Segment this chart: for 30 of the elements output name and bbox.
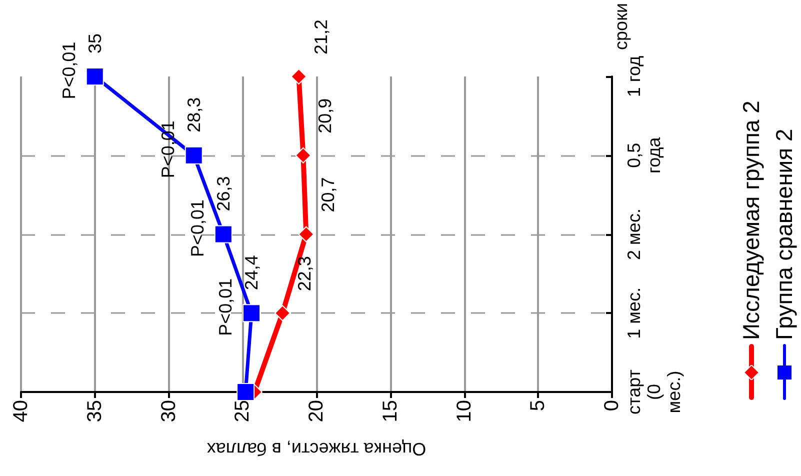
data-label: 22,3 [294,256,315,292]
annotation: P<0,01 [58,42,79,100]
data-label: 21,2 [310,19,331,54]
data-label: 20,9 [315,98,336,134]
x-tick-label: 35 [84,400,106,422]
x-axis-title: Оценка тяжести, в баллах [206,439,426,459]
x-tick-label: 20 [306,400,328,422]
data-label: 24,4 [241,255,262,290]
annotation: P<0,01 [215,278,236,336]
text: Исследуемая группа 2 [738,100,765,340]
x-tick-label: 5 [527,400,550,412]
data-label: 35 [84,33,105,54]
annotation: P<0,01 [187,199,208,258]
y-tick-label: старт (0 мес.) [624,370,684,414]
text: Группа сравнения 2 [771,128,798,340]
x-tick-label: 10 [453,400,476,422]
x-tick-label: 30 [158,400,180,422]
y-axis-title: сроки [611,3,631,50]
y-tick-label: 0,5 года [624,136,664,174]
y-tick-label: 1 год [624,55,644,98]
x-tick-label: 15 [379,400,402,422]
x-tick-label: 0 [601,400,623,412]
data-label: 28,3 [184,97,204,132]
data-label: 26,3 [213,176,234,212]
x-tick-label: 25 [232,400,254,422]
annotation: P<0,01 [158,120,178,178]
x-tick-label: 40 [10,400,32,422]
data-label: 20,7 [318,177,338,212]
y-tick-label: 2 мес. [624,208,644,260]
y-tick-label: 1 мес. [624,287,644,339]
